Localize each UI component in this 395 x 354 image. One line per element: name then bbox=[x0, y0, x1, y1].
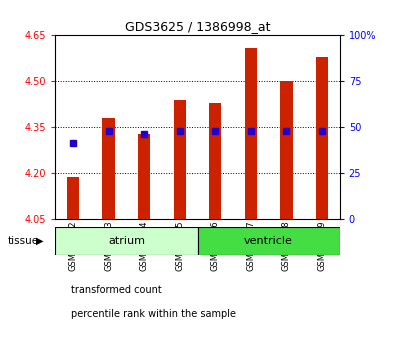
Text: ▶: ▶ bbox=[36, 236, 43, 246]
Title: GDS3625 / 1386998_at: GDS3625 / 1386998_at bbox=[125, 20, 270, 33]
Text: percentile rank within the sample: percentile rank within the sample bbox=[71, 309, 236, 319]
Bar bbox=[209, 103, 222, 219]
Bar bbox=[280, 81, 293, 219]
Bar bbox=[55, 227, 198, 255]
Bar bbox=[316, 57, 328, 219]
Bar bbox=[245, 48, 257, 219]
Bar bbox=[173, 100, 186, 219]
Bar bbox=[67, 177, 79, 219]
Text: tissue: tissue bbox=[8, 236, 39, 246]
Text: transformed count: transformed count bbox=[71, 285, 162, 295]
Text: atrium: atrium bbox=[108, 236, 145, 246]
Text: ventricle: ventricle bbox=[244, 236, 293, 246]
Bar bbox=[198, 227, 340, 255]
Bar bbox=[138, 133, 150, 219]
Bar bbox=[102, 118, 115, 219]
